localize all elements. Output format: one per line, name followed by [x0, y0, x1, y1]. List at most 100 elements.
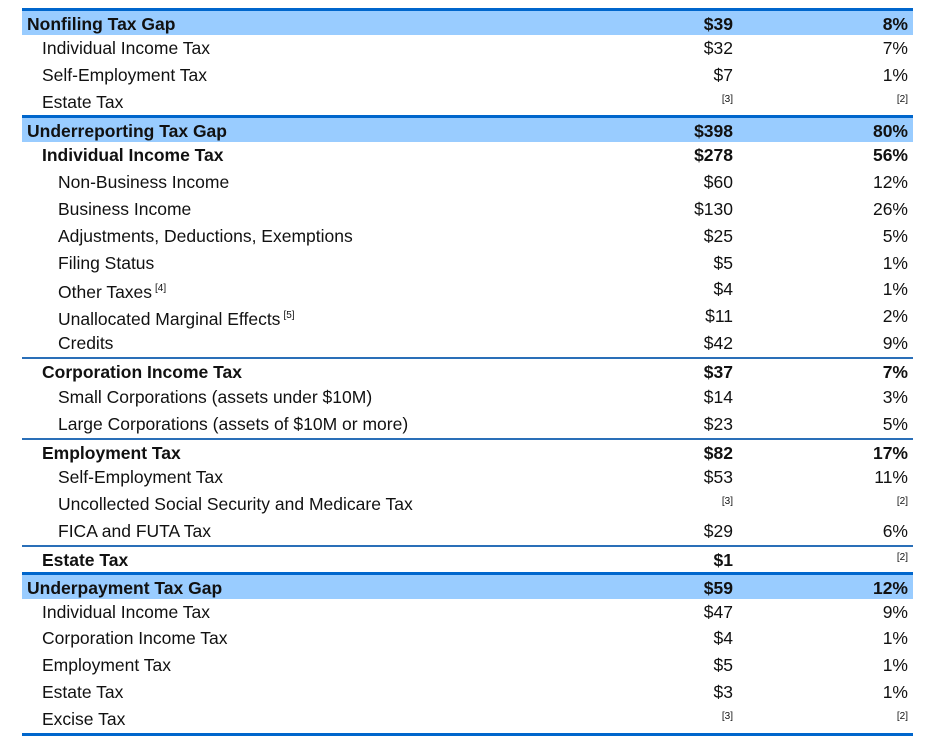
label-text: Corporation Income Tax — [42, 628, 228, 649]
percent-cell: 1% — [882, 279, 908, 300]
percent-cell: 7% — [882, 37, 908, 58]
percent-cell: [2] — [896, 551, 908, 563]
amount-cell: $278 — [694, 145, 733, 166]
amount-cell: $7 — [713, 64, 733, 85]
percent-cell: 7% — [882, 361, 908, 382]
percent-cell: 80% — [872, 121, 908, 142]
amount-cell: $82 — [703, 442, 733, 463]
percent-cell: 1% — [882, 64, 908, 85]
percent-cell: 3% — [882, 386, 908, 407]
amount-cell: $47 — [703, 601, 733, 622]
label-text: Employment Tax — [42, 655, 172, 676]
label-text: Adjustments, Deductions, Exemptions — [58, 225, 353, 246]
amount-cell: $398 — [694, 121, 733, 142]
amount-cell: $53 — [703, 467, 733, 488]
percent-cell: 1% — [882, 252, 908, 273]
label-text: Corporation Income Tax — [42, 361, 242, 382]
row-label: Filing Status — [58, 250, 154, 276]
tax-gap-table: Nonfiling Tax Gap $39 8% Individual Income … — [22, 8, 913, 733]
amount-cell: $1 — [713, 549, 733, 570]
label-text: Credits — [58, 333, 114, 354]
percent-cell: 5% — [882, 413, 908, 434]
label-text: Individual Income Tax — [42, 601, 210, 622]
row-label: Non-Business Income — [58, 169, 229, 195]
percent-cell: 56% — [872, 145, 908, 166]
label-text: Employment Tax — [42, 442, 181, 463]
subtotal-row: Employment Tax $82 17% — [22, 437, 913, 466]
row-label: Estate Tax — [42, 89, 123, 115]
row-label: Corporation Income Tax — [42, 625, 227, 651]
table-row: Individual Income Tax $32 7% — [22, 35, 913, 62]
label-text: FICA and FUTA Tax — [58, 521, 212, 542]
label-text: Business Income — [58, 198, 192, 219]
amount-cell: $59 — [703, 577, 733, 598]
label-text: Uncollected Social Security and Medicare… — [58, 494, 413, 515]
amount-cell: $3 — [713, 682, 733, 703]
label-text: Filing Status — [58, 252, 155, 273]
label-text: Self-Employment Tax — [42, 64, 208, 85]
label-text: Self-Employment Tax — [58, 467, 224, 488]
table-row: Individual Income Tax $47 9% — [22, 599, 913, 626]
amount-cell: $5 — [713, 655, 733, 676]
row-label: Nonfiling Tax Gap — [27, 11, 175, 37]
label-text: Large Corporations (assets of $10M or mo… — [58, 413, 409, 434]
table-row: Uncollected Social Security and Medicare… — [22, 491, 913, 518]
label-text: Individual Income Tax — [42, 37, 210, 58]
label-text: Underpayment Tax Gap — [27, 577, 223, 598]
table-row: Unallocated Marginal Effects [5] $11 2% — [22, 303, 913, 330]
footnote-marker: [5] — [283, 310, 295, 322]
amount-cell: $32 — [703, 37, 733, 58]
label-text: Individual Income Tax — [42, 145, 224, 166]
amount-cell: $130 — [694, 198, 733, 219]
table-row: Excise Tax [3] [2] — [22, 706, 913, 733]
row-label: Individual Income Tax — [42, 35, 210, 61]
label-text: Estate Tax — [42, 91, 124, 112]
row-label: Small Corporations (assets under $10M) — [58, 384, 372, 410]
row-label: Self-Employment Tax — [58, 464, 223, 490]
amount-cell: $11 — [705, 306, 733, 327]
label-text: Excise Tax — [42, 708, 126, 729]
amount-cell: $4 — [713, 628, 733, 649]
percent-cell: 17% — [872, 442, 908, 463]
table-row: Small Corporations (assets under $10M) $1… — [22, 384, 913, 411]
table-row: Other Taxes [4] $4 1% — [22, 276, 913, 303]
percent-cell: 5% — [882, 225, 908, 246]
subtotal-row: Corporation Income Tax $37 7% — [22, 356, 913, 385]
subtotal-row: Estate Tax $1 [2] — [22, 544, 913, 573]
row-label: Adjustments, Deductions, Exemptions — [58, 223, 353, 249]
table-bottom-rule — [22, 733, 913, 736]
amount-cell: [3] — [721, 710, 733, 722]
table-row: Adjustments, Deductions, Exemptions $25 5% — [22, 223, 913, 250]
table-row: Estate Tax $3 1% — [22, 679, 913, 706]
cut-off-previous-row — [22, 0, 913, 8]
row-label: Corporation Income Tax — [42, 359, 242, 385]
amount-cell: $14 — [703, 386, 733, 407]
table-row: Business Income $130 26% — [22, 196, 913, 223]
section-row: Underpayment Tax Gap $59 12% — [22, 571, 913, 599]
amount-cell: $4 — [713, 279, 733, 300]
label-text: Other Taxes — [58, 282, 153, 303]
row-label: Credits — [58, 330, 113, 356]
label-text: Estate Tax — [42, 682, 124, 703]
row-label: Estate Tax — [42, 547, 128, 573]
amount-cell: $60 — [703, 172, 733, 193]
percent-cell: 12% — [872, 577, 908, 598]
amount-cell: $29 — [703, 521, 733, 542]
label-text: Unallocated Marginal Effects — [58, 309, 281, 330]
amount-cell: $5 — [713, 252, 733, 273]
percent-cell: [2] — [896, 710, 908, 722]
amount-cell: [3] — [721, 496, 733, 508]
subtotal-row: Individual Income Tax $278 56% — [22, 142, 913, 169]
row-label: Uncollected Social Security and Medicare… — [58, 491, 413, 517]
table-row: Credits $42 9% — [22, 330, 913, 357]
percent-cell: 1% — [882, 682, 908, 703]
table-row: Large Corporations (assets of $10M or mo… — [22, 411, 913, 438]
table-row: Non-Business Income $60 12% — [22, 169, 913, 196]
amount-cell: $23 — [703, 413, 733, 434]
table-row: Filing Status $5 1% — [22, 250, 913, 277]
table-row: Self-Employment Tax $7 1% — [22, 62, 913, 89]
percent-cell: [2] — [896, 496, 908, 508]
percent-cell: 2% — [882, 306, 908, 327]
row-label: Employment Tax — [42, 440, 181, 466]
row-label: Large Corporations (assets of $10M or mo… — [58, 411, 408, 437]
